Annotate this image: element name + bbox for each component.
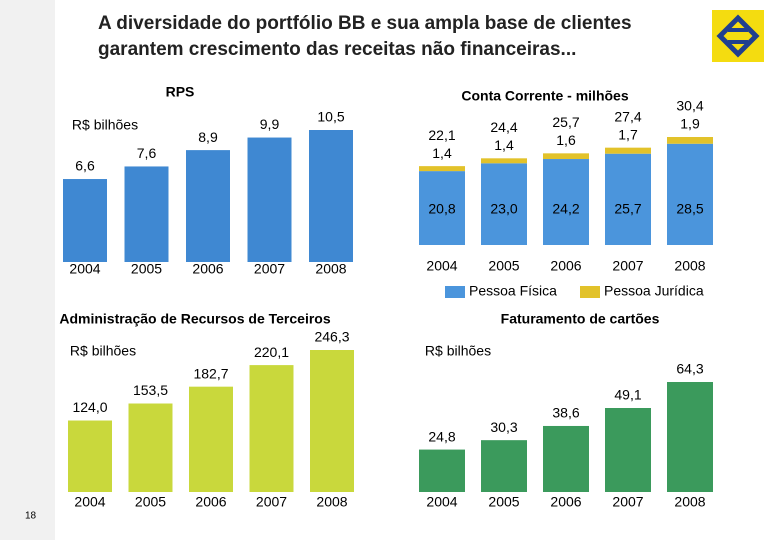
data-label: 25,7 xyxy=(614,201,641,217)
data-label: 28,5 xyxy=(676,201,703,217)
total-label: 27,4 xyxy=(614,108,641,124)
data-label: 49,1 xyxy=(614,387,641,403)
data-label: 30,3 xyxy=(490,419,517,435)
x-tick-label: 2007 xyxy=(612,258,643,274)
data-label: 1,4 xyxy=(432,145,452,161)
x-tick-label: 2007 xyxy=(256,494,287,510)
data-label: 64,3 xyxy=(676,361,703,377)
bar xyxy=(667,382,713,492)
x-tick-label: 2004 xyxy=(426,258,457,274)
x-tick-label: 2004 xyxy=(426,494,457,510)
bar xyxy=(128,403,173,492)
unit-label: R$ bilhões xyxy=(70,343,136,359)
data-label: 124,0 xyxy=(72,399,107,415)
unit-label: R$ bilhões xyxy=(425,343,491,359)
data-label: 38,6 xyxy=(552,405,579,421)
bar xyxy=(63,179,107,262)
slide-title: garantem crescimento das receitas não fi… xyxy=(98,39,576,60)
data-label: 23,0 xyxy=(490,201,517,217)
x-tick-label: 2005 xyxy=(135,494,166,510)
bar-segment xyxy=(543,153,589,160)
ornament xyxy=(0,0,55,540)
x-tick-label: 2007 xyxy=(254,261,285,277)
bar xyxy=(543,425,589,492)
bar-segment xyxy=(543,159,589,245)
data-label: 24,8 xyxy=(428,428,455,444)
legend-swatch xyxy=(445,286,465,298)
bar-segment xyxy=(481,158,527,164)
bar-segment xyxy=(605,153,651,245)
data-label: 1,9 xyxy=(680,116,700,132)
bar-segment xyxy=(481,163,527,245)
total-label: 25,7 xyxy=(552,114,579,130)
legend-swatch xyxy=(580,286,600,298)
total-label: 24,4 xyxy=(490,119,517,135)
bar xyxy=(605,408,651,492)
data-label: 246,3 xyxy=(314,329,349,345)
x-tick-label: 2005 xyxy=(488,494,519,510)
data-label: 7,6 xyxy=(137,145,157,161)
data-label: 1,6 xyxy=(556,132,576,148)
bar-segment xyxy=(667,137,713,144)
data-label: 153,5 xyxy=(133,382,168,398)
x-tick-label: 2007 xyxy=(612,494,643,510)
x-tick-label: 2006 xyxy=(195,494,226,510)
data-label: 1,4 xyxy=(494,137,514,153)
data-label: 9,9 xyxy=(260,116,280,132)
data-label: 182,7 xyxy=(193,365,228,381)
x-tick-label: 2008 xyxy=(674,494,705,510)
bar-segment xyxy=(667,143,713,245)
chart-title: Faturamento de cartões xyxy=(501,311,660,327)
bar xyxy=(419,449,465,492)
data-label: 10,5 xyxy=(317,109,344,125)
chart-title: Administração de Recursos de Terceiros xyxy=(59,311,330,327)
total-label: 30,4 xyxy=(676,98,703,114)
x-tick-label: 2006 xyxy=(550,494,581,510)
bar-segment xyxy=(419,166,465,172)
x-tick-label: 2008 xyxy=(316,494,347,510)
legend-label: Pessoa Jurídica xyxy=(604,283,704,299)
bar xyxy=(247,137,292,262)
legend-label: Pessoa Física xyxy=(469,283,557,299)
bar xyxy=(310,350,354,492)
bar xyxy=(249,365,294,492)
x-tick-label: 2005 xyxy=(131,261,162,277)
x-tick-label: 2008 xyxy=(674,258,705,274)
bar-segment xyxy=(605,147,651,154)
data-label: 1,7 xyxy=(618,126,638,142)
chart-title: RPS xyxy=(166,84,195,100)
total-label: 22,1 xyxy=(428,127,455,143)
bar-segment xyxy=(419,171,465,245)
x-tick-label: 2004 xyxy=(74,494,105,510)
data-label: 20,8 xyxy=(428,201,455,217)
bar xyxy=(189,386,233,492)
unit-label: R$ bilhões xyxy=(72,117,138,133)
bar xyxy=(68,420,112,492)
data-label: 220,1 xyxy=(254,344,289,360)
logo xyxy=(712,10,764,62)
x-tick-label: 2008 xyxy=(315,261,346,277)
data-label: 6,6 xyxy=(75,158,95,174)
chart-title: Conta Corrente - milhões xyxy=(461,88,628,104)
page-number: 18 xyxy=(25,511,37,522)
bar xyxy=(124,166,169,262)
bar xyxy=(309,130,353,262)
slide-title: A diversidade do portfólio BB e sua ampl… xyxy=(98,13,632,34)
x-tick-label: 2005 xyxy=(488,258,519,274)
bar xyxy=(481,440,527,492)
bar xyxy=(186,150,230,262)
x-tick-label: 2004 xyxy=(69,261,100,277)
data-label: 8,9 xyxy=(198,129,218,145)
x-tick-label: 2006 xyxy=(192,261,223,277)
x-tick-label: 2006 xyxy=(550,258,581,274)
data-label: 24,2 xyxy=(552,201,579,217)
